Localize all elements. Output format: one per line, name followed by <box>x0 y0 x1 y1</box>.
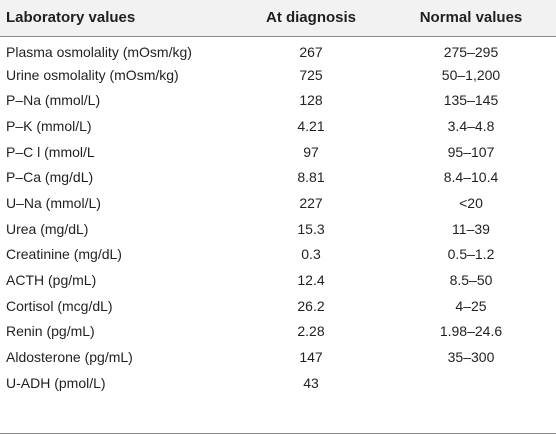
cell-normal-value: 3.4–4.8 <box>447 117 495 134</box>
cell-at-diagnosis: 43 <box>303 374 319 391</box>
cell-at-diagnosis: 15.3 <box>297 220 325 237</box>
cell-at-diagnosis: 2.28 <box>297 323 325 340</box>
table-row: P–K (mmol/L) 4.21 3.4–4.8 <box>0 113 556 139</box>
header-laboratory-values: Laboratory values <box>0 0 236 37</box>
cell-lab-value: Cortisol (mcg/dL) <box>6 297 113 314</box>
cell-normal-value: 95–107 <box>447 143 495 160</box>
cell-at-diagnosis: 725 <box>299 66 323 83</box>
cell-normal-value: 135–145 <box>443 92 499 109</box>
cell-lab-value: P–Na (mmol/L) <box>6 92 101 109</box>
table-row: U–Na (mmol/L) 227 <20 <box>0 190 556 216</box>
table-row: U-ADH (pmol/L) 43 <box>0 370 556 396</box>
lab-values-table: Laboratory values At diagnosis Normal va… <box>0 0 556 396</box>
cell-at-diagnosis: 128 <box>299 92 323 109</box>
header-normal-values: Normal values <box>386 0 556 37</box>
cell-normal-value: 0.5–1.2 <box>447 246 495 263</box>
cell-normal-value: 4–25 <box>455 297 487 314</box>
cell-normal-value: <20 <box>459 194 483 211</box>
cell-lab-value: U–Na (mmol/L) <box>6 194 101 211</box>
table-row: ACTH (pg/mL) 12.4 8.5–50 <box>0 267 556 293</box>
table-row: Plasma osmolality (mOsm/kg) 267 275–295 <box>0 36 556 62</box>
cell-normal-value: 1.98–24.6 <box>439 323 503 340</box>
table-header: Laboratory values At diagnosis Normal va… <box>0 0 556 37</box>
cell-normal-value: 11–39 <box>452 220 490 237</box>
cell-normal-value: 50–1,200 <box>441 66 501 83</box>
cell-lab-value: Creatinine (mg/dL) <box>6 246 122 263</box>
cell-lab-value: ACTH (pg/mL) <box>6 272 97 289</box>
cell-lab-value: Urine osmolality (mOsm/kg) <box>6 66 179 83</box>
cell-at-diagnosis: 97 <box>303 143 319 160</box>
header-row: Laboratory values At diagnosis Normal va… <box>0 0 556 37</box>
cell-lab-value: Plasma osmolality (mOsm/kg) <box>6 43 192 60</box>
cell-lab-value: Renin (pg/mL) <box>6 323 95 340</box>
table-row: Urea (mg/dL) 15.3 11–39 <box>0 216 556 242</box>
table-row: Cortisol (mcg/dL) 26.2 4–25 <box>0 293 556 319</box>
cell-lab-value: P–C l (mmol/L <box>6 143 95 160</box>
cell-normal-value: 35–300 <box>447 349 495 366</box>
cell-at-diagnosis: 227 <box>299 194 323 211</box>
table-row: Creatinine (mg/dL) 0.3 0.5–1.2 <box>0 242 556 268</box>
cell-lab-value: U-ADH (pmol/L) <box>6 374 106 391</box>
table-row: Urine osmolality (mOsm/kg) 725 50–1,200 <box>0 62 556 88</box>
table-row: Renin (pg/mL) 2.28 1.98–24.6 <box>0 319 556 345</box>
table-row: Aldosterone (pg/mL) 147 35–300 <box>0 344 556 370</box>
cell-lab-value: P–Ca (mg/dL) <box>6 169 94 186</box>
cell-at-diagnosis: 0.3 <box>301 246 321 263</box>
cell-at-diagnosis: 26.2 <box>297 297 325 314</box>
cell-at-diagnosis: 4.21 <box>297 117 325 134</box>
table-row: P–Ca (mg/dL) 8.81 8.4–10.4 <box>0 164 556 190</box>
cell-lab-value: Urea (mg/dL) <box>6 220 89 237</box>
cell-at-diagnosis: 147 <box>299 349 323 366</box>
cell-normal-value <box>386 370 556 396</box>
cell-normal-value: 275–295 <box>443 43 499 60</box>
header-at-diagnosis: At diagnosis <box>236 0 386 37</box>
cell-at-diagnosis: 267 <box>299 43 323 60</box>
table-row: P–C l (mmol/L 97 95–107 <box>0 139 556 165</box>
table-row: P–Na (mmol/L) 128 135–145 <box>0 87 556 113</box>
cell-lab-value: P–K (mmol/L) <box>6 117 92 134</box>
cell-at-diagnosis: 8.81 <box>297 169 325 186</box>
cell-normal-value: 8.5–50 <box>449 272 493 289</box>
table-body: Plasma osmolality (mOsm/kg) 267 275–295 Uri… <box>0 36 556 396</box>
cell-normal-value: 8.4–10.4 <box>443 169 499 186</box>
cell-lab-value: Aldosterone (pg/mL) <box>6 349 133 366</box>
cell-at-diagnosis: 12.4 <box>297 272 325 289</box>
